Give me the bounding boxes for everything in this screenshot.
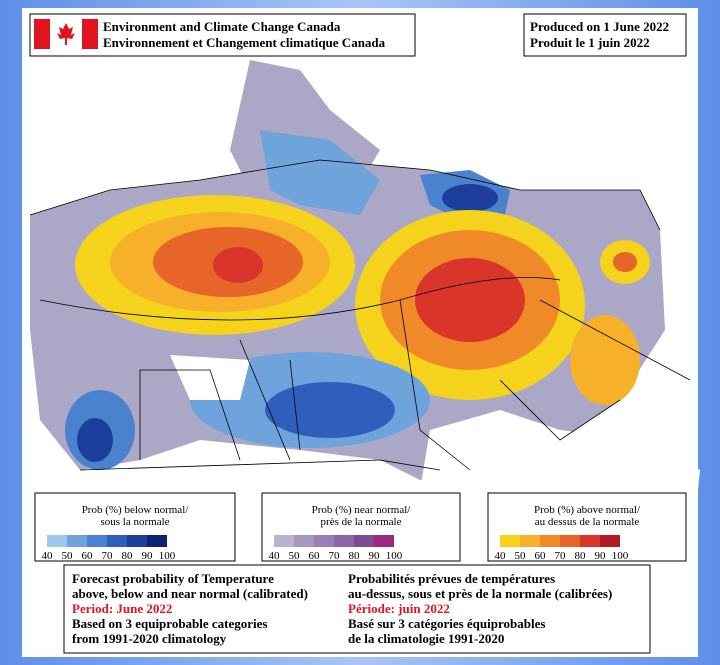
legend: Prob (%) above normal/au dessus de la no… xyxy=(487,492,687,562)
tick-label: 70 xyxy=(555,550,567,562)
legend-box xyxy=(261,492,461,562)
color-swatch xyxy=(294,535,314,547)
footer-line: Période: juin 2022 xyxy=(348,601,450,616)
footer-line: Based on 3 equiprobable categories xyxy=(72,616,268,631)
tick-label: 70 xyxy=(329,550,341,562)
footer-left: Forecast probability of Temperatureabove… xyxy=(72,571,308,646)
color-swatch xyxy=(87,535,107,547)
color-swatch xyxy=(580,535,600,547)
color-swatch xyxy=(540,535,560,547)
footer-line: au-dessus, sous et près de la normale (c… xyxy=(348,586,612,601)
arctic-blue xyxy=(260,130,380,215)
westcoast-dark xyxy=(77,418,113,462)
color-swatch xyxy=(67,535,87,547)
footer-line: Probabilités prévues de températures xyxy=(348,571,555,586)
date-box xyxy=(523,13,687,57)
tick-label: 90 xyxy=(595,550,607,562)
tick-label: 100 xyxy=(386,550,403,562)
footer-line: from 1991-2020 climatology xyxy=(72,631,227,646)
legend-title: au dessus de la normale xyxy=(535,516,640,528)
tick-label: 80 xyxy=(575,550,587,562)
footer-line: above, below and near normal (calibrated… xyxy=(72,586,308,601)
color-swatch xyxy=(600,535,620,547)
flag-band xyxy=(82,19,98,49)
color-swatch xyxy=(500,535,520,547)
footer-line: Forecast probability of Temperature xyxy=(72,571,274,586)
legend-title: Prob (%) near normal/ xyxy=(312,504,412,516)
color-swatch xyxy=(520,535,540,547)
produced-en: Produced on 1 June 2022 xyxy=(530,19,669,34)
tick-label: 100 xyxy=(612,550,629,562)
footer-box xyxy=(63,564,651,654)
legends: Prob (%) below normal/sous la normale 40 5… xyxy=(34,492,687,562)
legend-title: près de la normale xyxy=(321,516,402,528)
legend-title: sous la normale xyxy=(100,516,169,528)
legend-title: Prob (%) below normal/ xyxy=(82,504,190,516)
tick-label: 90 xyxy=(369,550,381,562)
produced-fr: Produit le 1 juin 2022 xyxy=(530,35,650,50)
tick-label: 40 xyxy=(495,550,507,562)
color-swatch xyxy=(560,535,580,547)
color-swatch xyxy=(354,535,374,547)
tick-label: 40 xyxy=(269,550,281,562)
color-swatch xyxy=(274,535,294,547)
legend-box xyxy=(34,492,236,562)
footer-line: de la climatologie 1991-2020 xyxy=(348,631,504,646)
tick-label: 50 xyxy=(62,550,74,562)
footer-line: Basé sur 3 catégories équiprobables xyxy=(348,616,545,631)
legend: Prob (%) below normal/sous la normale 40 5… xyxy=(34,492,236,562)
west-above-80 xyxy=(213,247,263,283)
us-northeast xyxy=(420,410,700,490)
south-below-70 xyxy=(265,382,395,438)
normal-gap xyxy=(170,355,250,400)
tick-label: 60 xyxy=(309,550,321,562)
agency-fr: Environnement et Changement climatique C… xyxy=(103,35,386,50)
tick-label: 40 xyxy=(42,550,54,562)
tick-label: 50 xyxy=(289,550,301,562)
map xyxy=(29,60,700,490)
color-swatch xyxy=(334,535,354,547)
legend-box xyxy=(487,492,687,562)
color-swatch xyxy=(127,535,147,547)
color-swatch xyxy=(147,535,167,547)
color-swatch xyxy=(374,535,394,547)
tick-label: 80 xyxy=(122,550,134,562)
footer-right: Probabilités prévues de températuresau-d… xyxy=(348,571,612,646)
east-above-80 xyxy=(415,258,525,342)
labrador-above-core xyxy=(613,252,637,272)
tick-label: 70 xyxy=(102,550,114,562)
arctic-dark-blue xyxy=(442,184,498,212)
footer-line: Period: June 2022 xyxy=(72,601,172,616)
tick-label: 60 xyxy=(535,550,547,562)
tick-label: 50 xyxy=(515,550,527,562)
maritime-above xyxy=(570,315,640,405)
legend: Prob (%) near normal/près de la normale 4… xyxy=(261,492,461,562)
boundaries xyxy=(29,159,691,471)
color-swatch xyxy=(47,535,67,547)
agency-en: Environment and Climate Change Canada xyxy=(103,19,341,34)
tick-label: 100 xyxy=(159,550,176,562)
color-swatch xyxy=(107,535,127,547)
maple-leaf xyxy=(57,23,75,45)
header-right: Produced on 1 June 2022 Produit le 1 jui… xyxy=(523,13,687,57)
tick-label: 80 xyxy=(349,550,361,562)
footer: Forecast probability of Temperatureabove… xyxy=(63,564,651,654)
tick-label: 60 xyxy=(82,550,94,562)
color-swatch xyxy=(314,535,334,547)
header-left: Environment and Climate Change Canada En… xyxy=(29,13,416,57)
legend-title: Prob (%) above normal/ xyxy=(534,504,641,516)
tick-label: 90 xyxy=(142,550,154,562)
flag-band xyxy=(34,19,50,49)
